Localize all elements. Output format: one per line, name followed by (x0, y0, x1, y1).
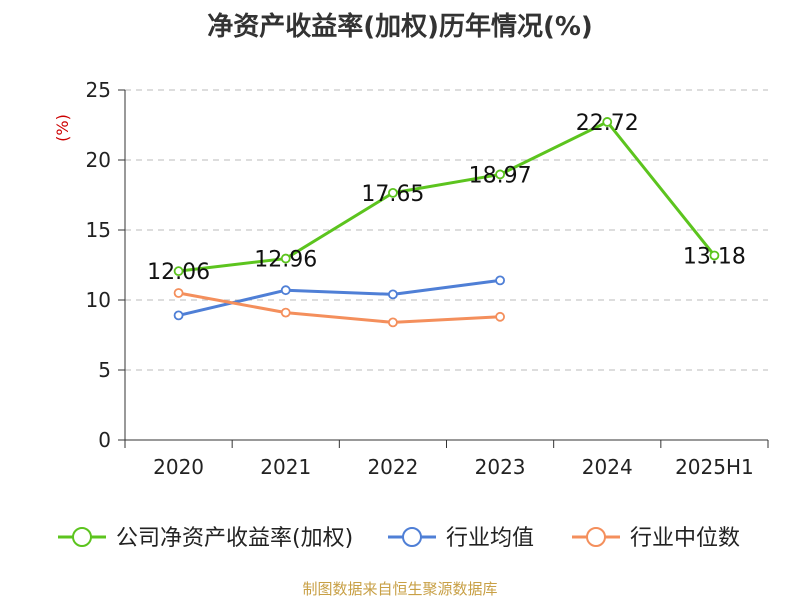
y-tick-label: 0 (98, 428, 111, 452)
series-line-2 (178, 291, 501, 324)
y-tick-label: 15 (86, 218, 111, 242)
legend-item-2: 行业中位数 (572, 526, 740, 551)
data-point (495, 169, 505, 180)
legend-label: 行业中位数 (630, 526, 740, 551)
x-tick-label: 2021 (260, 455, 311, 479)
legend-marker (586, 527, 606, 547)
data-point (495, 311, 505, 322)
y-tick-label: 20 (86, 148, 111, 172)
axes: 0 5 10 15 20 25 (%) 2020 2021 2022 2023 2024 2025H1 (53, 78, 769, 479)
data-point (388, 289, 398, 300)
data-label: 17.65 (361, 182, 424, 207)
legend-marker (402, 527, 422, 547)
x-tick-label: 2022 (367, 455, 418, 479)
data-point (173, 288, 184, 298)
legend-item-1: 行业均值 (388, 526, 534, 551)
source-note: 制图数据来自恒生聚源数据库 (302, 580, 498, 598)
y-tick-label: 25 (86, 78, 111, 102)
series-lines (173, 117, 720, 328)
y-tick-label: 10 (86, 288, 111, 312)
data-point (388, 317, 398, 328)
data-point (280, 307, 291, 318)
y-axis-unit-label: (%) (53, 114, 72, 142)
grid-lines (125, 89, 768, 371)
chart-title: 净资产收益率(加权)历年情况(%) (207, 12, 593, 42)
series-line-1 (178, 278, 501, 317)
data-point (173, 310, 184, 321)
series-line-0 (178, 120, 716, 273)
data-labels: 12.06 12.96 17.65 18.97 22.72 13.18 (147, 111, 746, 285)
data-point (388, 187, 398, 198)
x-tick-label: 2025H1 (675, 455, 754, 479)
x-tick-label: 2024 (582, 455, 633, 479)
data-point (173, 266, 184, 277)
data-label: 12.06 (147, 260, 210, 285)
legend-label: 行业均值 (446, 526, 534, 551)
x-tick-label: 2023 (475, 455, 526, 479)
data-label: 22.72 (576, 111, 639, 136)
data-point (280, 285, 291, 296)
data-label: 13.18 (683, 244, 746, 269)
data-label: 12.96 (254, 248, 317, 273)
data-point (280, 253, 291, 264)
y-tick-label: 5 (98, 358, 111, 382)
data-point (495, 275, 505, 286)
legend-label: 公司净资产收益率(加权) (116, 526, 353, 551)
legend-marker (72, 527, 92, 547)
legend-item-0: 公司净资产收益率(加权) (58, 526, 353, 551)
data-label: 18.97 (469, 163, 532, 188)
data-point (709, 250, 720, 261)
data-point (602, 117, 613, 127)
x-tick-label: 2020 (153, 455, 204, 479)
legend: 公司净资产收益率(加权) 行业均值 行业中位数 (58, 526, 740, 551)
